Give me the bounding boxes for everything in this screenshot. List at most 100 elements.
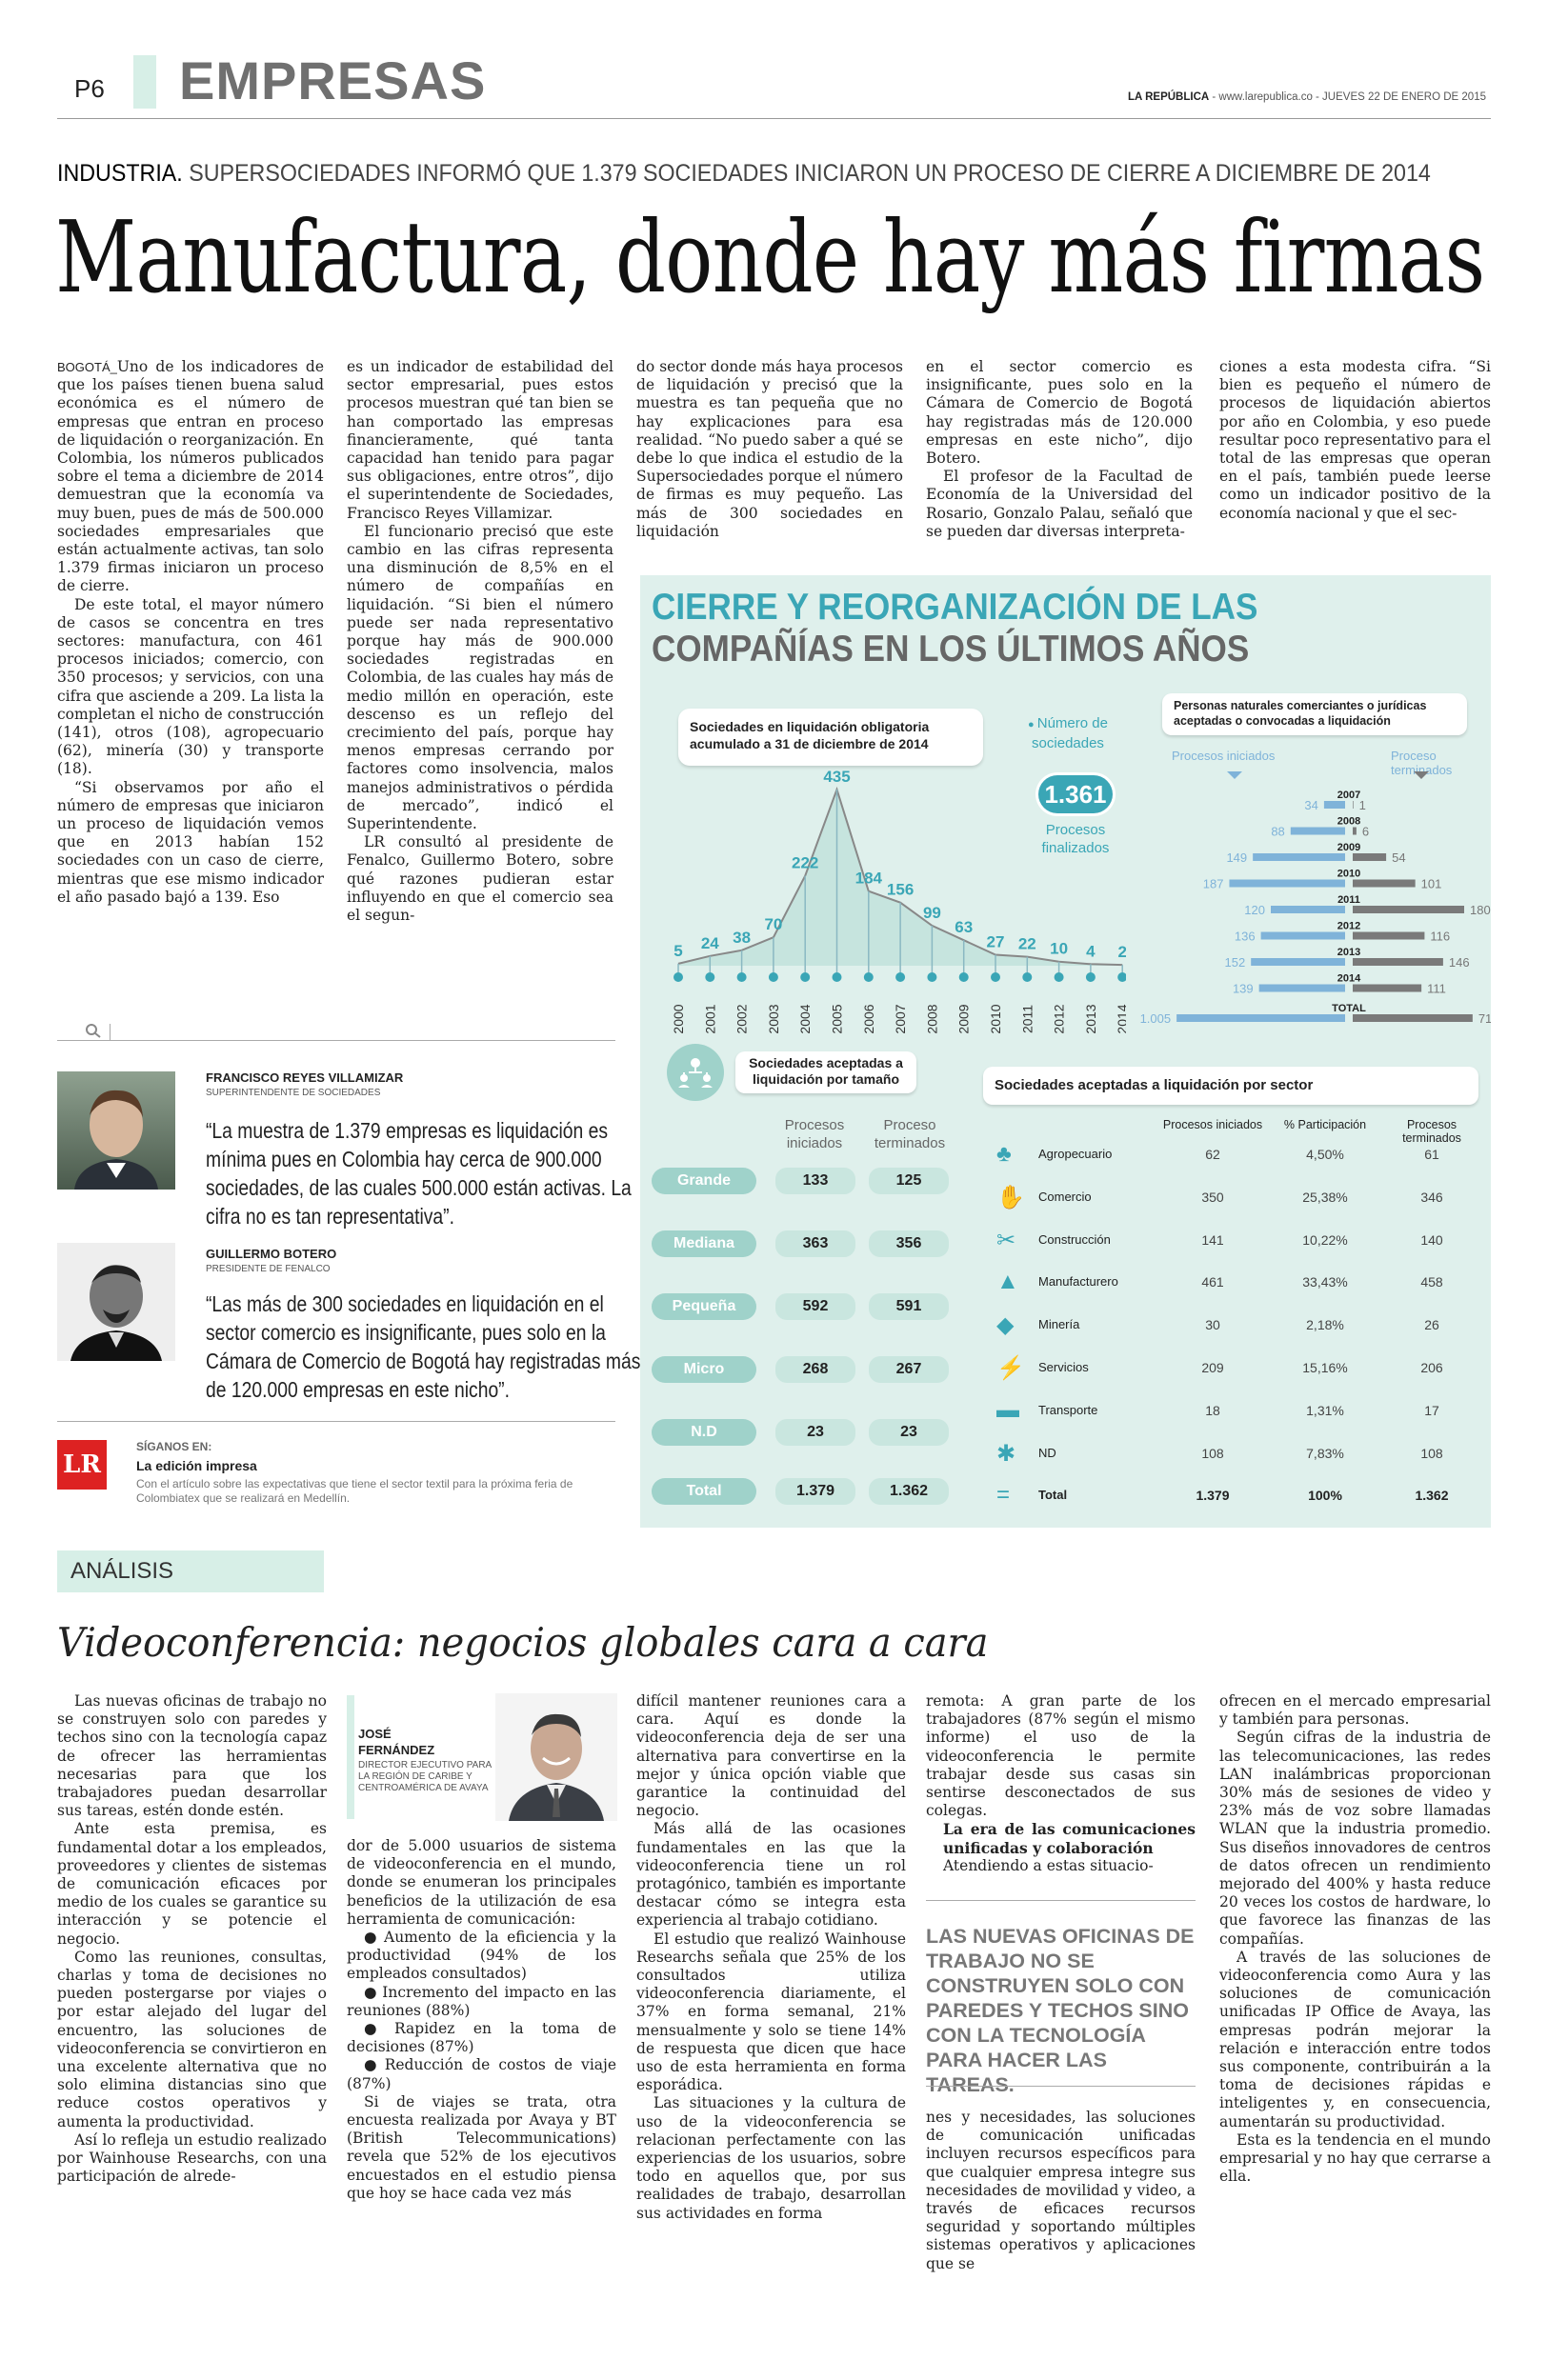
bar-finished-label: 116 <box>1430 930 1450 944</box>
quote-2-role: PRESIDENTE DE FENALCO <box>206 1264 331 1274</box>
pullquote-rule-top <box>926 1900 1196 1901</box>
data-point <box>1022 972 1033 982</box>
sector-pct: 2,18% <box>1306 1317 1344 1333</box>
sector-name: Manufacturero <box>1038 1274 1118 1290</box>
sector-started: 18 <box>1205 1402 1220 1418</box>
x-tick-label: 2005 <box>830 1004 845 1033</box>
quotes-rule <box>57 1421 615 1422</box>
analysis-subhead: La era de las comunicaciones unificadas … <box>943 1820 1196 1857</box>
bar-finished-label: 101 <box>1421 877 1442 891</box>
sector-pct: 33,43% <box>1302 1274 1348 1290</box>
bar-started-label: 139 <box>1233 982 1254 996</box>
analysis-col-4-bottom: nes y necesidades, las soluciones de com… <box>926 2109 1196 2272</box>
bar-finished <box>1353 984 1422 992</box>
bar-finished-label: 146 <box>1449 955 1470 970</box>
bar-finished <box>1353 801 1354 809</box>
author-photo <box>495 1693 617 1821</box>
header-rule <box>57 118 1491 119</box>
sector-header-1: Procesos iniciados <box>1162 1118 1263 1131</box>
size-row-label: Total <box>652 1478 756 1505</box>
bar-finished <box>1353 1014 1473 1022</box>
size-row-label: Pequeña <box>652 1293 756 1320</box>
pullquote: LAS NUEVAS OFICINAS DE TRABAJO NO SE CON… <box>926 1925 1195 2096</box>
data-label: 5 <box>673 942 682 960</box>
bar-finished <box>1353 906 1464 913</box>
data-point <box>800 972 811 982</box>
kicker-label: INDUSTRIA. <box>57 160 183 187</box>
data-label: 184 <box>855 870 883 888</box>
data-label: 4 <box>1086 942 1096 960</box>
wrench-icon: ✂ <box>996 1227 1016 1253</box>
headline: Manufactura, donde hay más firmas <box>55 199 1485 315</box>
bar-started-label: 1.005 <box>1140 1011 1172 1026</box>
bar-started <box>1253 853 1345 861</box>
sector-finished: 26 <box>1424 1317 1439 1333</box>
sector-finished: 458 <box>1420 1274 1443 1290</box>
category-label: 2010 <box>1337 869 1360 880</box>
analysis-col-2: dor de 5.000 usuarios de sistema de vide… <box>347 1837 616 2203</box>
data-point <box>1085 972 1096 982</box>
sector-finished: 140 <box>1420 1231 1443 1248</box>
data-point <box>832 972 842 982</box>
data-point <box>895 972 906 982</box>
x-tick-label: 2010 <box>988 1004 1003 1033</box>
sector-name: Total <box>1038 1488 1068 1503</box>
x-tick-label: 2012 <box>1052 1004 1067 1033</box>
bar-started-label: 149 <box>1226 850 1247 865</box>
bar-started-label: 34 <box>1304 798 1317 812</box>
bar-started <box>1271 906 1345 913</box>
sector-started: 141 <box>1201 1231 1224 1248</box>
sector-pct: 25,38% <box>1302 1189 1348 1205</box>
data-label: 222 <box>792 854 818 872</box>
bar-finished <box>1353 931 1425 940</box>
bar-finished <box>1353 827 1357 835</box>
size-table-title: Sociedades aceptadas a liquidación por t… <box>735 1051 916 1093</box>
size-row-label: N.D <box>652 1419 756 1446</box>
size-finished-cell: 356 <box>869 1230 949 1257</box>
x-tick-label: 2006 <box>861 1004 876 1033</box>
dateline: BOGOTÁ_ <box>57 360 117 374</box>
analysis-label: ANÁLISIS <box>57 1550 324 1592</box>
article-col-3: do sector donde más haya procesos de liq… <box>636 358 903 540</box>
data-label: 24 <box>701 934 719 952</box>
quote-1-name: FRANCISCO REYES VILLAMIZAR <box>206 1070 404 1085</box>
category-label: 2014 <box>1337 973 1361 985</box>
bar-started-label: 136 <box>1235 930 1256 944</box>
infographic: CIERRE Y REORGANIZACIÓN DE LAS COMPAÑÍAS… <box>640 575 1491 1528</box>
data-label: 2 <box>1117 943 1126 961</box>
bar-started <box>1323 801 1345 809</box>
data-label: 22 <box>1018 935 1036 953</box>
sector-started: 461 <box>1201 1274 1224 1290</box>
avatar-reyes <box>57 1071 175 1190</box>
category-label: 2008 <box>1337 816 1360 828</box>
data-label: 70 <box>764 915 782 933</box>
sector-finished: 346 <box>1420 1189 1443 1205</box>
sector-started: 108 <box>1201 1445 1224 1461</box>
data-point <box>958 972 969 982</box>
x-tick-label: 2008 <box>924 1004 939 1033</box>
x-tick-label: 2003 <box>766 1004 781 1033</box>
x-tick-label: 2001 <box>702 1004 717 1033</box>
category-label: 2013 <box>1337 947 1360 958</box>
analysis-col-1: Las nuevas oficinas de trabajo no se con… <box>57 1692 327 2186</box>
data-label: 99 <box>923 904 941 922</box>
category-label: 2011 <box>1337 894 1360 906</box>
category-label: 2007 <box>1337 790 1360 801</box>
size-started-cell: 268 <box>775 1356 855 1383</box>
farm-icon: ♣ <box>996 1141 1012 1167</box>
sector-name: Construcción <box>1038 1231 1111 1247</box>
size-row-label: Grande <box>652 1168 756 1194</box>
x-tick-label: 2013 <box>1083 1004 1098 1033</box>
size-row-label: Micro <box>652 1356 756 1383</box>
lr-logo: LR <box>57 1440 107 1490</box>
size-finished-cell: 1.362 <box>869 1478 949 1505</box>
bullet-4: Reducción de costos de viaje (87%) <box>347 2056 616 2092</box>
mining-icon: ◆ <box>996 1312 1015 1339</box>
quote-1-role: SUPERINTENDENTE DE SOCIEDADES <box>206 1088 381 1098</box>
data-point <box>927 972 937 982</box>
bar-started <box>1290 827 1345 835</box>
x-tick-label: 2002 <box>734 1004 750 1033</box>
sector-finished: 17 <box>1424 1402 1439 1418</box>
size-finished-cell: 267 <box>869 1356 949 1383</box>
